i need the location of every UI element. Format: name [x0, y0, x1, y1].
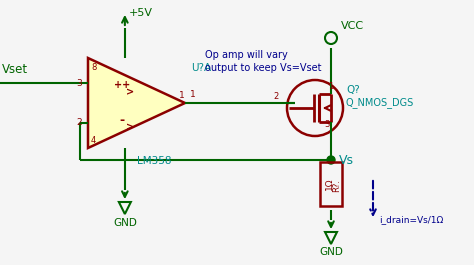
Text: 1: 1 — [190, 90, 196, 99]
Text: >: > — [126, 87, 134, 97]
Text: 3: 3 — [76, 79, 82, 88]
Text: LM358: LM358 — [137, 156, 172, 166]
Text: +5V: +5V — [129, 8, 153, 18]
Text: >: > — [126, 123, 134, 133]
Text: VCC: VCC — [341, 21, 364, 31]
Text: GND: GND — [113, 218, 137, 228]
Text: ++: ++ — [114, 80, 130, 90]
Text: 1Ω: 1Ω — [325, 178, 334, 190]
Text: Vset: Vset — [2, 63, 28, 76]
Text: -: - — [119, 114, 125, 127]
Text: 1: 1 — [328, 82, 333, 91]
Text: GND: GND — [319, 247, 343, 257]
Text: 2: 2 — [76, 118, 82, 127]
Bar — [320, 162, 342, 206]
Text: Q?: Q? — [346, 85, 360, 95]
Text: 4: 4 — [91, 136, 96, 145]
Text: 1: 1 — [179, 91, 185, 100]
Circle shape — [327, 156, 335, 164]
Text: Q_NMOS_DGS: Q_NMOS_DGS — [346, 98, 414, 108]
Text: Vs: Vs — [339, 153, 354, 166]
Text: 3: 3 — [324, 120, 329, 129]
Polygon shape — [88, 58, 185, 148]
Text: R?.: R?. — [332, 179, 341, 192]
Text: i_drain=Vs/1Ω: i_drain=Vs/1Ω — [379, 215, 443, 224]
Text: Op amp will vary
output to keep Vs=Vset: Op amp will vary output to keep Vs=Vset — [205, 50, 321, 73]
Text: 8: 8 — [91, 63, 96, 72]
Text: 2: 2 — [273, 92, 278, 101]
Text: U?A: U?A — [191, 63, 211, 73]
